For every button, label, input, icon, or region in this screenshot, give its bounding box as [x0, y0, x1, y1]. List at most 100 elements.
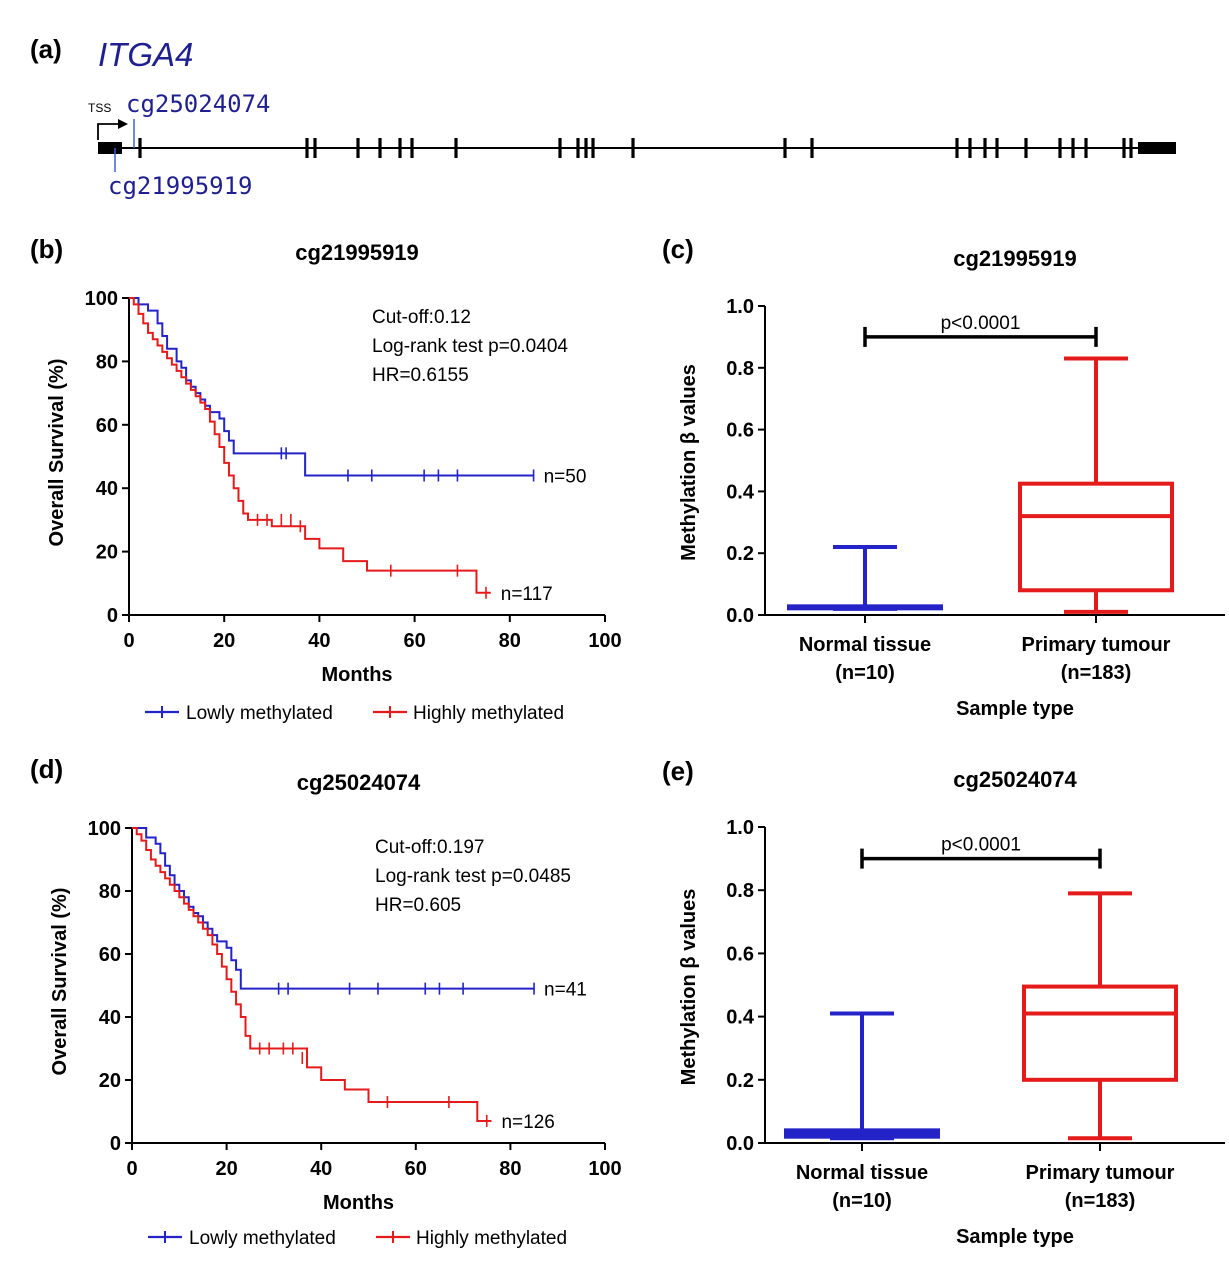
survival-curve: [129, 297, 534, 477]
legend-label-highly: Highly methylated: [413, 703, 564, 724]
exon-mark-3: [356, 138, 360, 158]
category-label: Primary tumour: [1022, 634, 1171, 656]
category-count: (n=10): [835, 662, 894, 684]
n-label: n=126: [501, 1112, 554, 1133]
exon-mark-12: [631, 138, 635, 158]
y-tick-label: 80: [96, 351, 118, 373]
x-tick-label: 100: [588, 630, 621, 652]
x-axis-label: Sample type: [956, 1226, 1074, 1248]
exon-mark-7: [454, 138, 458, 158]
exon-mark-8: [558, 138, 562, 158]
y-tick-label: 20: [96, 542, 118, 564]
x-axis-label: Months: [321, 664, 392, 686]
survival-chart-cg25024074: cg25024074 0 20 40 60 80 100 0 20 40 60 80 100 Months…: [49, 770, 622, 1249]
stats-annotation: HR=0.605: [375, 895, 461, 916]
box-normal-tissue: Normal tissue (n=10): [787, 545, 943, 684]
exon-mark-22: [1084, 138, 1088, 158]
chart-title: cg25024074: [953, 767, 1077, 792]
exon-mark-16: [968, 138, 972, 158]
x-tick-label: 0: [123, 630, 134, 652]
x-tick-label: 80: [499, 630, 521, 652]
tss-arrow-icon: [97, 123, 124, 140]
y-tick-label: 0.8: [726, 358, 754, 380]
gene-name: ITGA4: [98, 36, 193, 73]
y-axis-label: Methylation β values: [678, 364, 700, 561]
box-normal-tissue: Normal tissue (n=10): [784, 1011, 940, 1212]
stats-annotation: Log-rank test p=0.0404: [372, 336, 568, 357]
x-tick-label: 60: [405, 1158, 427, 1180]
chart-title: cg21995919: [953, 246, 1077, 271]
y-tick-label: 1.0: [726, 296, 754, 318]
x-tick-label: 80: [499, 1158, 521, 1180]
significance-bracket: p<0.0001: [863, 313, 1098, 347]
category-label: Normal tissue: [799, 634, 931, 656]
x-tick-label: 20: [215, 1158, 237, 1180]
box-primary-tumour: Primary tumour (n=183): [1018, 356, 1174, 684]
y-axis-label: Overall Survival (%): [46, 359, 68, 547]
y-tick-label: 40: [99, 1007, 121, 1029]
tss-arrowhead-icon: [118, 119, 128, 129]
exon-mark-13: [783, 138, 787, 158]
probe-label-cg21995919: cg21995919: [108, 172, 253, 200]
p-value-label: p<0.0001: [941, 835, 1021, 856]
exon-mark-21: [1071, 138, 1075, 158]
p-value-label: p<0.0001: [941, 313, 1021, 334]
y-tick-label: 1.0: [726, 817, 754, 839]
category-count: (n=183): [1065, 1190, 1136, 1212]
exon-mark-23: [1122, 138, 1126, 158]
y-axis-label: Overall Survival (%): [49, 888, 71, 1076]
exon-mark-18: [995, 138, 999, 158]
exon-mark-10: [584, 138, 588, 158]
boxplot-chart-cg21995919: cg21995919 0.0 0.2 0.4 0.6 0.8 1.0 Methylation …: [678, 246, 1225, 720]
category-count: (n=183): [1061, 662, 1132, 684]
n-label: n=50: [544, 467, 587, 488]
x-axis-label: Months: [323, 1192, 394, 1214]
exon-mark-15: [955, 138, 959, 158]
y-axis-label: Methylation β values: [678, 889, 700, 1086]
panel-label-c: (c): [662, 234, 694, 264]
exon-mark-20: [1058, 138, 1062, 158]
series-highly-methylated: n=117: [129, 297, 553, 605]
exon-mark-5: [398, 138, 402, 158]
y-tick-label: 0.2: [726, 543, 754, 565]
y-tick-label: 0.6: [726, 943, 754, 965]
stats-annotation: Cut-off:0.12: [372, 307, 471, 328]
survival-curve: [132, 827, 492, 1122]
category-label: Normal tissue: [796, 1162, 928, 1184]
n-label: n=41: [544, 980, 587, 1001]
y-tick-label: 0.6: [726, 420, 754, 442]
chart-title: cg21995919: [295, 240, 419, 265]
exon-first: [98, 142, 122, 154]
boxplot-chart-cg25024074: cg25024074 0.0 0.2 0.4 0.6 0.8 1.0 Methylation …: [678, 767, 1225, 1248]
x-tick-label: 60: [403, 630, 425, 652]
exon-mark-0: [138, 138, 142, 158]
y-tick-label: 40: [96, 478, 118, 500]
legend-label-lowly: Lowly methylated: [189, 1228, 336, 1249]
significance-bracket: p<0.0001: [860, 835, 1102, 869]
exon-mark-4: [378, 138, 382, 158]
y-tick-label: 0.4: [726, 481, 755, 503]
panel-label-e: (e): [662, 756, 694, 786]
legend: Lowly methylated Highly methylated: [148, 1228, 567, 1249]
box-iqr: [1022, 984, 1178, 1082]
legend-label-lowly: Lowly methylated: [186, 703, 333, 724]
y-tick-label: 100: [88, 818, 121, 840]
x-tick-label: 0: [126, 1158, 137, 1180]
y-tick-label: 0.2: [726, 1070, 754, 1092]
chart-title: cg25024074: [297, 770, 421, 795]
y-tick-label: 0: [107, 605, 118, 627]
category-label: Primary tumour: [1026, 1162, 1175, 1184]
series-lowly-methylated: n=50: [129, 297, 587, 488]
exon-mark-6: [410, 138, 414, 158]
exon-mark-14: [810, 138, 814, 158]
exon-marks: [138, 138, 1133, 158]
exon-mark-24: [1129, 138, 1133, 158]
y-tick-label: 20: [99, 1070, 121, 1092]
x-tick-label: 40: [308, 630, 330, 652]
y-tick-label: 100: [85, 288, 118, 310]
series-highly-methylated: n=126: [132, 827, 555, 1133]
y-tick-label: 60: [96, 415, 118, 437]
survival-curve: [129, 297, 491, 594]
survival-chart-cg21995919: cg21995919 0 20 40 60 80 100 0 20 40 60 80 100 Months…: [46, 240, 622, 724]
